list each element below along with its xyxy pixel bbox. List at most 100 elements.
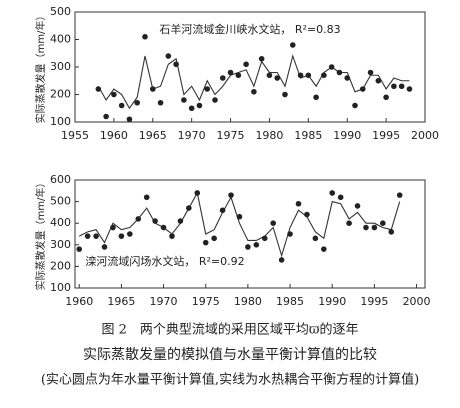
data-point [321,72,327,79]
data-point [243,61,249,68]
x-tick-label: 2000 [411,129,439,142]
data-point [253,242,260,248]
x-tick-label: 1990 [318,295,346,308]
data-point [110,224,116,231]
data-point [406,86,413,92]
data-point [261,235,268,242]
y-tick-label: 500 [50,195,71,208]
caption-line: (实心圆点为年水量平衡计算值,实线为水热耦合平衡方程的计算值) [41,372,419,388]
data-point [212,97,218,103]
y-tick-label: 200 [50,259,71,272]
data-point [173,61,179,68]
data-point [126,116,133,123]
data-point [245,244,251,250]
x-tick-label: 1990 [333,129,361,142]
data-point [282,91,288,98]
data-point [135,216,142,222]
data-point [227,69,234,76]
data-point [297,72,304,79]
series-line [78,191,401,258]
data-point [95,86,102,92]
data-point [177,218,184,224]
data-point [186,205,192,211]
data-point [181,97,187,103]
x-tick-label: 1995 [372,129,400,142]
data-point [336,69,343,76]
x-tick-label: 1975 [217,129,245,142]
data-point [103,113,109,120]
annotation: 石羊河流域金川峡水文站， R²=0.83 [159,22,340,36]
x-tick-label: 1960 [65,295,93,308]
y-tick-label: 400 [50,216,71,229]
data-point [101,244,108,250]
data-point [346,220,352,226]
x-tick-label: 1985 [294,129,322,142]
data-point [118,233,125,239]
y-tick-label: 200 [50,88,71,101]
y-tick-label: 400 [50,33,71,46]
data-point [219,75,226,81]
data-point [388,229,395,235]
x-tick-label: 1980 [234,295,262,308]
x-tick-label: 1955 [61,129,89,142]
data-point [93,233,99,239]
data-point [391,83,397,90]
y-tick-label: 300 [50,238,71,251]
data-point [157,99,164,106]
y-axis-label: 实际蒸散发量（mm/年） [34,11,47,124]
data-point [278,257,285,263]
data-point [274,75,281,81]
data-point [84,233,91,239]
data-point [196,102,203,109]
plot-frame [74,179,426,289]
data-point [118,102,125,109]
data-point [320,246,327,252]
annotation: 滦河流域闪场水文站， R²=0.92 [85,254,244,268]
data-point [383,94,389,101]
x-tick-label: 2000 [403,295,431,308]
x-tick-label: 1980 [255,129,283,142]
data-point [371,224,378,231]
data-point [312,235,319,242]
x-tick-label: 1995 [360,295,388,308]
data-point [305,72,312,79]
data-point [134,99,141,106]
data-point [228,192,234,198]
data-point [219,207,226,214]
data-point [352,102,358,109]
data-point [235,72,242,79]
y-tick-label: 500 [50,5,71,18]
data-point [329,190,336,196]
data-point [304,211,310,218]
data-point [295,200,302,207]
data-point [337,194,344,201]
x-tick-label: 1965 [139,129,167,142]
y-axis-label: 实际蒸散发量（mm/年） [34,178,47,291]
data-point [194,190,201,196]
data-point [211,235,217,242]
y-tick-label: 600 [50,173,71,186]
data-point [328,64,335,70]
data-point [266,72,273,79]
data-point [149,86,156,92]
y-tick-label: 300 [50,60,71,73]
data-point [236,213,243,220]
y-tick-label: 100 [50,281,71,294]
data-point [359,86,366,92]
series-line [97,54,410,110]
data-point [344,75,351,81]
caption-line: 实际蒸散发量的模拟值与水量平衡计算值的比较 [83,347,377,363]
data-point [188,105,195,112]
x-tick-label: 1965 [107,295,135,308]
data-point [396,192,403,198]
data-point [165,53,172,59]
data-point [367,69,374,76]
data-point [143,194,150,201]
data-point [363,224,369,231]
data-point [258,55,265,62]
data-point [354,203,361,209]
data-point [380,220,386,226]
data-point [127,231,133,237]
x-tick-label: 1975 [192,295,220,308]
